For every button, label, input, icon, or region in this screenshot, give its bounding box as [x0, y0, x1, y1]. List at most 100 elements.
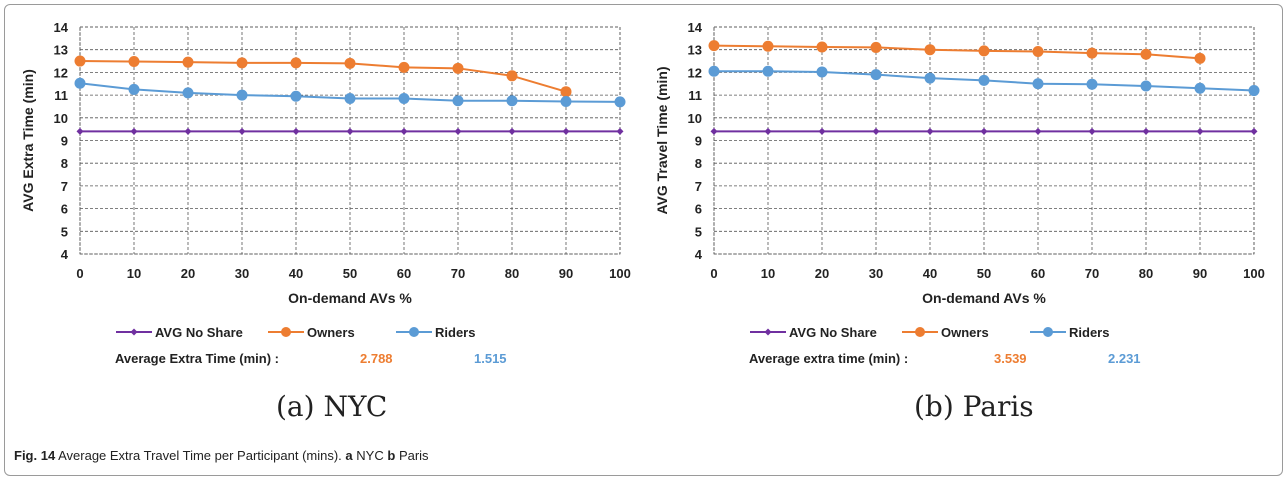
data-point	[980, 127, 988, 135]
legend-label: Owners	[941, 325, 989, 340]
legend-item-riders: Riders	[1030, 325, 1109, 340]
y-tick-label: 5	[695, 224, 702, 239]
data-point	[1140, 48, 1152, 60]
data-point	[236, 57, 248, 69]
legend-label: AVG No Share	[155, 325, 243, 340]
series-riders	[708, 65, 1260, 97]
data-point	[290, 90, 302, 102]
data-point	[1194, 52, 1206, 64]
data-point	[76, 127, 84, 135]
data-point	[1034, 127, 1042, 135]
x-tick-label: 30	[235, 266, 249, 281]
caption-a-letter: a	[345, 448, 353, 463]
data-point	[1140, 80, 1152, 92]
x-axis-title: On-demand AVs %	[922, 290, 1046, 306]
x-tick-label: 20	[815, 266, 829, 281]
data-point	[182, 87, 194, 99]
chart-paris: 4 5 6 7 8 9 10 11 12 13 14 0 10 20 30 40 50 60 70 80 90 100 On…	[640, 14, 1270, 374]
x-tick-label: 10	[127, 266, 141, 281]
y-tick-label: 7	[61, 179, 68, 194]
caption-a-text: NYC	[356, 448, 384, 463]
legend: AVG No Share Owners Riders	[116, 325, 475, 340]
subcaption-b: (b) Paris	[914, 390, 1034, 423]
data-point	[816, 41, 828, 53]
data-point	[290, 57, 302, 69]
data-point	[74, 55, 86, 67]
y-tick-label: 13	[54, 43, 68, 58]
caption-b-text: Paris	[398, 448, 429, 463]
y-tick-label: 11	[688, 88, 702, 103]
legend-marker	[281, 327, 291, 337]
x-tick-label: 90	[559, 266, 573, 281]
data-point	[1088, 127, 1096, 135]
data-point	[924, 72, 936, 84]
legend-item-owners: Owners	[268, 325, 355, 340]
legend-item-riders: Riders	[396, 325, 475, 340]
series-line	[713, 44, 1201, 60]
plot-border	[79, 26, 621, 255]
x-tick-label: 50	[977, 266, 991, 281]
data-point	[182, 56, 194, 68]
data-point	[870, 69, 882, 81]
x-tick-label: 30	[869, 266, 883, 281]
data-point	[614, 96, 626, 108]
x-tick-label: 90	[1193, 266, 1207, 281]
x-tick-label: 40	[923, 266, 937, 281]
data-point	[762, 65, 774, 77]
y-axis-title: AVG Travel Time (min)	[654, 66, 670, 214]
data-point	[238, 127, 246, 135]
data-point	[398, 93, 410, 105]
y-tick-label: 4	[695, 247, 703, 262]
legend-label: Riders	[1069, 325, 1109, 340]
data-point	[74, 77, 86, 89]
x-tick-label: 40	[289, 266, 303, 281]
average-riders-value: 1.515	[474, 351, 507, 366]
series-owners	[74, 55, 572, 98]
data-point	[926, 127, 934, 135]
subcaption-a: (a) NYC	[276, 390, 388, 423]
legend-marker	[764, 328, 772, 336]
series-owners	[708, 40, 1206, 64]
average-annotation: Average extra time (min) : 3.539 2.231	[749, 351, 1141, 366]
data-point	[924, 44, 936, 56]
chart-nyc: 4 5 6 7 8 9 10 11 12 13 14 0 10 20 30 40 50 60 70 80 90 100 On…	[6, 14, 636, 374]
legend-item-avg-no-share: AVG No Share	[116, 325, 243, 340]
data-point	[562, 127, 570, 135]
series-line	[79, 60, 567, 93]
legend-marker	[1043, 327, 1053, 337]
data-point	[1196, 127, 1204, 135]
data-point	[344, 93, 356, 105]
series-riders	[74, 77, 626, 108]
x-tick-label: 80	[1139, 266, 1153, 281]
data-point	[560, 86, 572, 98]
data-point	[454, 127, 462, 135]
legend-label: Riders	[435, 325, 475, 340]
x-tick-label: 100	[609, 266, 631, 281]
data-point	[344, 57, 356, 69]
legend-item-avg-no-share: AVG No Share	[750, 325, 877, 340]
data-point	[872, 127, 880, 135]
chart-svg-a: 4 5 6 7 8 9 10 11 12 13 14 0 10 20 30 40 50 60 70 80 90 100 On…	[20, 20, 631, 366]
figure-caption: Fig. 14 Average Extra Travel Time per Pa…	[14, 448, 429, 463]
data-point	[452, 95, 464, 107]
series-avg-no-share	[710, 127, 1258, 135]
data-point	[292, 127, 300, 135]
grid	[713, 26, 1255, 255]
series-avg-no-share	[76, 127, 624, 135]
average-owners-value: 3.539	[994, 351, 1027, 366]
y-tick-label: 4	[61, 247, 69, 262]
y-tick-label: 7	[695, 179, 702, 194]
data-point	[1194, 82, 1206, 94]
y-tick-label: 8	[61, 156, 68, 171]
legend-label: AVG No Share	[789, 325, 877, 340]
data-point	[128, 83, 140, 95]
data-point	[236, 89, 248, 101]
legend-item-owners: Owners	[902, 325, 989, 340]
data-point	[1086, 78, 1098, 90]
data-point	[506, 70, 518, 82]
y-tick-label: 5	[61, 224, 68, 239]
y-tick-label: 14	[54, 20, 69, 35]
data-point	[870, 41, 882, 53]
y-tick-label: 11	[54, 88, 68, 103]
data-point	[506, 95, 518, 107]
